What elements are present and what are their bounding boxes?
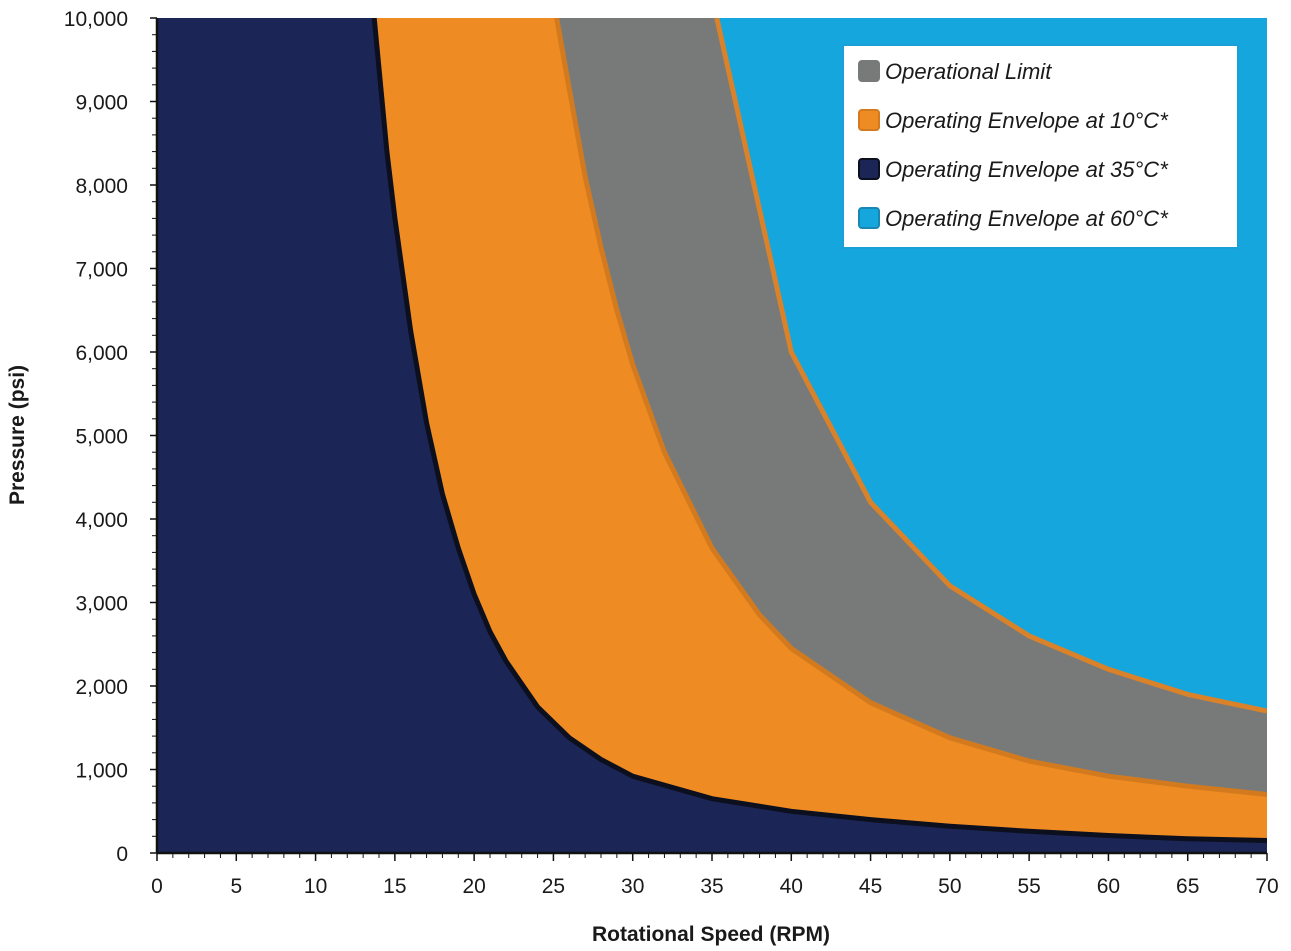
series-boundary-0 [714, 18, 1267, 714]
x-tick-label: 30 [621, 875, 644, 898]
x-tick-label: 15 [383, 875, 406, 898]
x-tick-label: 55 [1017, 875, 1040, 898]
x-tick-label: 50 [938, 875, 961, 898]
series-boundary-1 [554, 18, 1267, 797]
y-axis-title: Pressure (psi) [6, 365, 29, 505]
legend-swatch [858, 109, 880, 131]
x-tick-label: 60 [1097, 875, 1120, 898]
legend: Operational Limit Operating Envelope at 1… [842, 44, 1239, 249]
y-tick-label: 4,000 [75, 509, 128, 532]
x-tick-label: 35 [700, 875, 723, 898]
axes: 0 5 10 15 20 25 30 35 40 45 50 55 60 65 70 0 1,000 2,000 3… [64, 8, 1279, 898]
y-tick-label: 1,000 [75, 760, 128, 783]
y-tick-label: 9,000 [75, 92, 128, 115]
y-tick-label: 5,000 [75, 426, 128, 449]
x-tick-label: 0 [151, 875, 163, 898]
legend-label: Operating Envelope at 60°C* [885, 206, 1169, 231]
y-tick-label: 10,000 [64, 8, 128, 31]
x-tick-label: 45 [859, 875, 882, 898]
x-tick-label: 40 [780, 875, 803, 898]
y-tick-label: 3,000 [75, 593, 128, 616]
legend-label: Operating Envelope at 10°C* [885, 108, 1169, 133]
y-tick-label: 7,000 [75, 259, 128, 282]
legend-box [842, 44, 1239, 249]
y-tick-label: 0 [116, 843, 128, 866]
x-tick-label: 70 [1255, 875, 1278, 898]
legend-swatch [858, 60, 880, 82]
series-area-2 [157, 18, 1267, 853]
y-tick-label: 8,000 [75, 175, 128, 198]
legend-label: Operational Limit [885, 59, 1052, 84]
legend-swatch [858, 207, 880, 229]
y-tick-label: 6,000 [75, 342, 128, 365]
x-tick-label: 10 [304, 875, 327, 898]
x-tick-label: 25 [542, 875, 565, 898]
legend-label: Operating Envelope at 35°C* [885, 157, 1169, 182]
x-tick-label: 5 [230, 875, 242, 898]
x-axis-title: Rotational Speed (RPM) [592, 923, 830, 946]
series-boundary-2 [371, 18, 1267, 843]
x-tick-label: 65 [1176, 875, 1199, 898]
legend-swatch [858, 158, 880, 180]
x-tick-label: 20 [462, 875, 485, 898]
y-tick-label: 2,000 [75, 676, 128, 699]
